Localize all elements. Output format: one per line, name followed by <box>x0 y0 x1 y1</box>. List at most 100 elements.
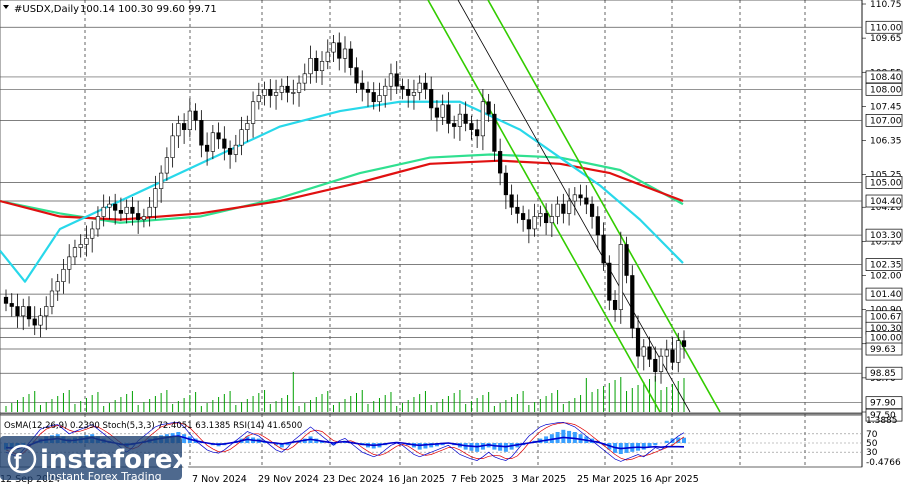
candle-body <box>187 110 192 130</box>
candle-body <box>302 73 307 84</box>
price-level-box <box>865 258 903 271</box>
x-tick-label: 25 Mar 2025 <box>577 474 637 485</box>
candle-body <box>239 129 244 146</box>
candle-body <box>589 203 595 217</box>
y-tick-label: 103.10 <box>870 237 902 247</box>
candle-body <box>653 358 658 372</box>
price-level-box <box>865 176 903 189</box>
candle-body <box>49 290 55 307</box>
candle-body <box>434 107 440 118</box>
candle-body <box>61 268 66 282</box>
candle-body <box>503 172 508 196</box>
candle-body <box>394 73 399 87</box>
candle-body <box>446 104 451 124</box>
candle-body <box>406 89 411 96</box>
osma-bar <box>182 434 187 443</box>
price-level-label: 98.85 <box>870 369 896 379</box>
channel-upper-line <box>487 0 721 413</box>
candle-body <box>193 110 198 121</box>
candle-body <box>164 157 169 174</box>
indicator-axis-label: 50 <box>866 439 878 449</box>
osma-bar <box>567 430 572 443</box>
price-level-label: 100.67 <box>870 313 902 323</box>
candle-body <box>549 216 554 224</box>
price-level-label: 107.00 <box>870 116 902 126</box>
indicator-axis-label: 1.3885 <box>866 416 898 426</box>
indicator-axis-label: -0.4766 <box>866 458 901 468</box>
collapse-triangle-icon[interactable] <box>3 5 9 9</box>
osma-bar <box>279 443 284 448</box>
x-tick-label: 16 Jan 2025 <box>388 474 445 485</box>
price-level-box <box>865 396 903 410</box>
candle-body <box>44 306 49 317</box>
candle-body <box>612 300 618 310</box>
candle-body <box>9 303 14 307</box>
channel-lower-line <box>427 0 661 413</box>
osma-bar <box>423 443 428 449</box>
candle-body <box>176 123 181 137</box>
candle-body <box>630 275 635 329</box>
watermark: ƒ instaforex Instant Forex Trading <box>0 436 190 483</box>
candle-body <box>658 355 664 372</box>
candle-body <box>55 281 60 292</box>
candle-body <box>136 213 141 220</box>
instaforex-logo-icon <box>7 444 37 474</box>
candle-body <box>285 85 290 93</box>
y-tick-label: 107.45 <box>870 102 902 112</box>
x-tick-label: 29 Nov 2024 <box>258 474 319 485</box>
header: #USDX,Daily 100.14 100.30 99.60 99.71 <box>3 4 217 15</box>
price-level-box <box>865 113 903 127</box>
price-level-label: 110.00 <box>870 23 902 33</box>
osma-bar <box>676 437 681 443</box>
x-tick-label: 3 Mar 2025 <box>512 474 566 485</box>
osma-bar <box>417 443 422 450</box>
candle-body <box>624 244 629 276</box>
candle-body <box>566 200 572 214</box>
candle-body <box>124 206 129 214</box>
watermark-tagline: Instant Forex Trading <box>46 470 162 483</box>
price-level-label: 100.00 <box>870 334 902 344</box>
osma-bar <box>331 443 336 446</box>
candle-body <box>561 203 566 214</box>
price-level-box <box>865 20 903 34</box>
x-tick-label: 7 Nov 2024 <box>192 474 247 485</box>
symbol-label: #USDX,Daily <box>14 4 79 15</box>
candle-body <box>262 89 267 96</box>
candle-body <box>141 216 146 220</box>
ohlc-readout: 100.14 100.30 99.60 99.71 <box>80 4 217 15</box>
candle-body <box>95 216 101 230</box>
candle-body <box>182 123 187 130</box>
candle-body <box>383 85 388 96</box>
candle-body <box>498 151 503 174</box>
candle-body <box>457 113 463 127</box>
candle-body <box>245 123 250 130</box>
y-tick-label: 105.25 <box>870 171 902 181</box>
candle-body <box>72 247 78 258</box>
candle-body <box>118 210 124 214</box>
candle-body <box>216 132 221 140</box>
candle-body <box>388 73 394 87</box>
candle-body <box>233 144 238 155</box>
osma-bar <box>555 432 560 443</box>
candle-body <box>337 42 342 59</box>
candle-body <box>256 95 261 103</box>
candle-body <box>268 89 273 96</box>
price-level-box <box>865 408 903 422</box>
candle-body <box>32 318 37 326</box>
candle-body <box>354 67 359 84</box>
candle-body <box>153 188 158 208</box>
candle-body <box>67 256 72 270</box>
x-tick-label: 23 Dec 2024 <box>323 474 384 485</box>
price-level-box <box>865 342 903 356</box>
candle-body <box>101 206 106 217</box>
osma-bar <box>682 437 686 443</box>
price-level-label: 108.00 <box>870 85 902 95</box>
x-tick-label: 16 Apr 2025 <box>640 474 699 485</box>
candle-body <box>308 57 313 75</box>
candle-body <box>222 138 227 149</box>
candle-body <box>314 57 319 72</box>
candle-body <box>475 129 480 137</box>
candle-body <box>647 346 652 360</box>
candle-body <box>273 92 279 96</box>
